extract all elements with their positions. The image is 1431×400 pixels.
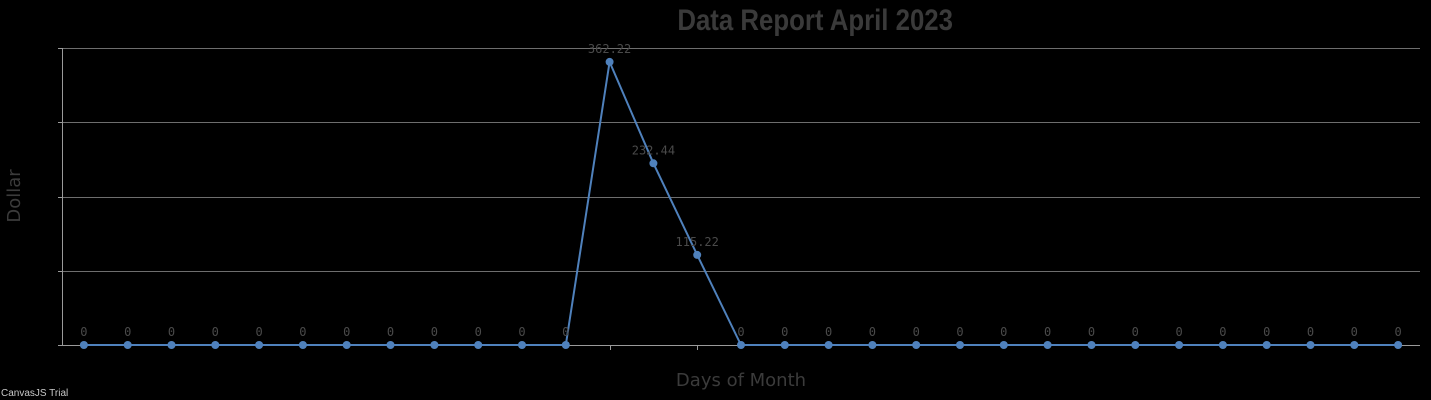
data-label: 362.22 (588, 42, 631, 56)
data-label: 0 (124, 325, 131, 339)
data-label: 0 (1394, 325, 1401, 339)
data-label: 0 (781, 325, 788, 339)
data-point-marker (518, 341, 526, 349)
data-point-marker (999, 341, 1008, 349)
data-point-marker (255, 341, 264, 349)
data-label: 0 (1088, 325, 1095, 339)
watermark-credit: CanvasJS Trial (1, 388, 69, 399)
data-point-marker (386, 341, 395, 349)
data-point-marker (474, 341, 483, 349)
data-point-marker (1262, 341, 1271, 349)
index-labels: 0 0 0 0 0 0 0 0 0 0 0 0 362.22 232.44 115.22 0 0 0 0 0 0 0 0 0 0… (80, 42, 1401, 339)
data-label: 0 (343, 325, 350, 339)
data-point-marker (649, 159, 658, 168)
data-label: 0 (562, 325, 569, 339)
data-label: 0 (212, 325, 219, 339)
data-label: 0 (1307, 325, 1314, 339)
data-label: 0 (518, 325, 525, 339)
data-point-marker (298, 341, 307, 349)
data-point-marker (561, 341, 570, 349)
chart-title: Data Report April 2023 (677, 3, 953, 36)
y-axis-title: Dollar (4, 169, 25, 223)
data-point-marker (167, 341, 176, 349)
data-label: 0 (913, 325, 920, 339)
data-label: 115.22 (676, 235, 719, 249)
data-label: 0 (1132, 325, 1139, 339)
gridlines (58, 48, 1420, 346)
data-point-marker (1394, 341, 1403, 349)
data-label: 232.44 (632, 143, 675, 157)
data-label: 0 (255, 325, 262, 339)
series-line (83, 60, 1399, 346)
data-label: 0 (1351, 325, 1358, 339)
series (79, 57, 1403, 349)
data-point-marker (1131, 341, 1140, 349)
data-point-marker (123, 341, 132, 349)
data-label: 0 (168, 325, 175, 339)
data-point-marker (1175, 341, 1184, 349)
data-point-marker (342, 341, 351, 349)
data-label: 0 (1263, 325, 1270, 339)
data-label: 0 (387, 325, 394, 339)
data-point-marker (912, 341, 921, 349)
data-label: 0 (737, 325, 744, 339)
data-label: 0 (1000, 325, 1007, 339)
data-point-marker (79, 341, 88, 349)
data-point-marker (780, 341, 789, 349)
data-label: 0 (869, 325, 876, 339)
data-point-marker (605, 57, 614, 66)
data-point-marker (824, 341, 833, 349)
data-point-marker (956, 341, 964, 349)
data-label: 0 (80, 325, 87, 339)
data-point-marker (1218, 341, 1227, 349)
data-point-marker (868, 341, 877, 349)
data-point-marker (693, 250, 702, 259)
data-point-marker (737, 341, 745, 349)
data-point-marker (1350, 341, 1359, 349)
data-label: 0 (956, 325, 963, 339)
x-axis-title: Days of Month (676, 370, 806, 391)
data-label: 0 (475, 325, 482, 339)
data-point-marker (211, 341, 220, 349)
data-label: 0 (1175, 325, 1182, 339)
data-point-marker (1306, 341, 1315, 349)
data-label: 0 (299, 325, 306, 339)
data-point-marker (1043, 341, 1052, 349)
data-label: 0 (1219, 325, 1226, 339)
data-label: 0 (431, 325, 438, 339)
data-label: 0 (1044, 325, 1051, 339)
axes (62, 48, 698, 350)
data-point-marker (1087, 341, 1096, 349)
data-point-marker (430, 341, 439, 349)
data-label: 0 (825, 325, 832, 339)
